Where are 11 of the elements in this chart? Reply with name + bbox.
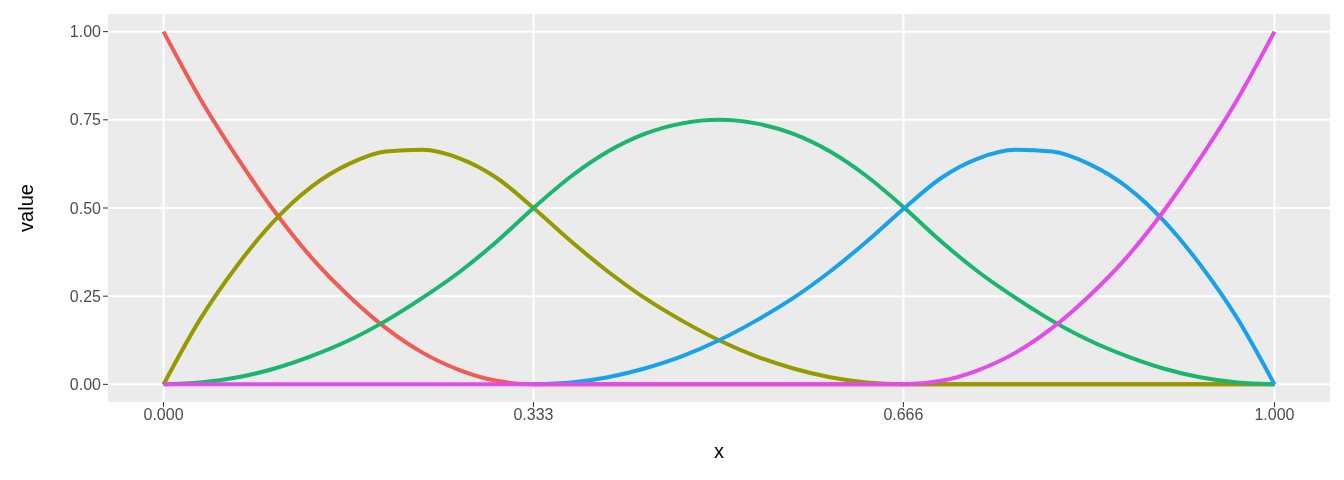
x-tick-label: 1.000 (1254, 406, 1295, 424)
x-tick-label: 0.000 (143, 406, 184, 424)
y-tick-label: 0.50 (69, 199, 102, 217)
y-axis-title: value (15, 184, 38, 232)
x-tick-label: 0.333 (513, 406, 554, 424)
y-tick-label: 0.75 (69, 111, 102, 129)
x-axis-title: x (714, 440, 724, 462)
y-tick-label: 0.25 (69, 287, 102, 305)
x-tick-label: 0.666 (883, 406, 924, 424)
y-tick-label: 0.00 (69, 376, 102, 394)
y-tick-label: 1.00 (69, 23, 102, 41)
